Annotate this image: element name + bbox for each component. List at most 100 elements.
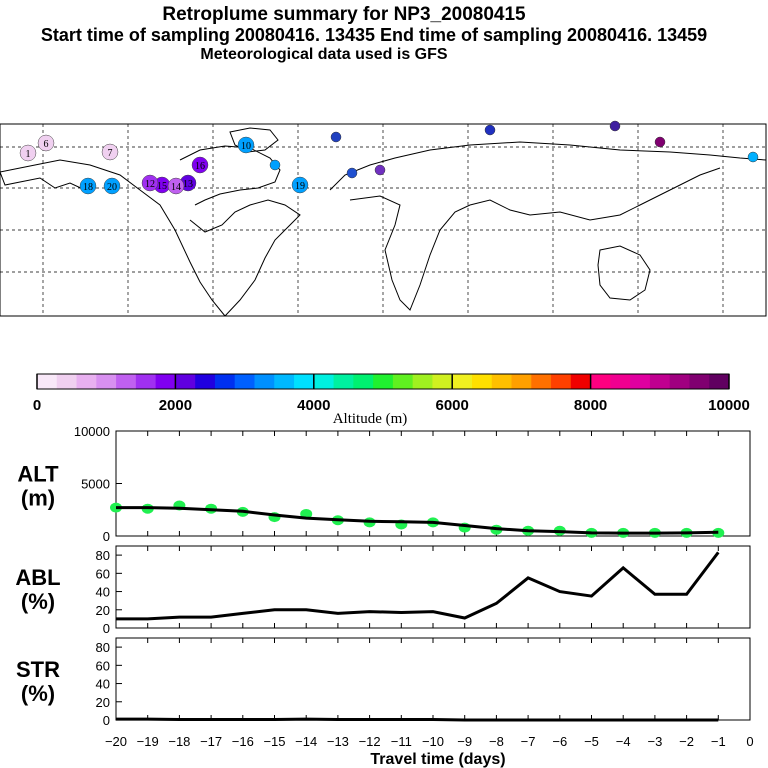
map-graticule bbox=[0, 124, 766, 316]
plume-marker bbox=[346, 167, 358, 179]
colorbar-tick-label: 8000 bbox=[574, 397, 607, 414]
colorbar-segment bbox=[135, 374, 157, 389]
x-tick-label: −4 bbox=[616, 734, 631, 749]
colorbar-label: Altitude (m) bbox=[333, 411, 408, 427]
panel-ylabel-unit: (%) bbox=[21, 681, 55, 706]
colorbar-segment bbox=[234, 374, 255, 389]
panel-ylabel: STR bbox=[16, 657, 60, 682]
plume-marker bbox=[103, 177, 121, 195]
colorbar-segment bbox=[570, 374, 592, 389]
plume-marker-label: 6 bbox=[44, 139, 49, 150]
x-tick-label: −7 bbox=[521, 734, 536, 749]
colorbar-segment bbox=[511, 374, 532, 389]
x-tick-label: −9 bbox=[457, 734, 472, 749]
colorbar-segment bbox=[76, 374, 97, 389]
colorbar-segment bbox=[630, 374, 651, 389]
y-tick-label: 40 bbox=[96, 677, 110, 692]
colorbar-segment bbox=[649, 374, 671, 389]
y-tick-label: 40 bbox=[96, 585, 110, 600]
colorbar-segment bbox=[373, 374, 394, 389]
colorbar-segment bbox=[531, 374, 552, 389]
colorbar-segment bbox=[254, 374, 275, 389]
plume-marker-label: 19 bbox=[295, 181, 305, 192]
plume-marker bbox=[654, 136, 666, 148]
colorbar-segment bbox=[37, 374, 58, 389]
colorbar-segment bbox=[471, 374, 493, 389]
colorbar-segment bbox=[155, 374, 176, 389]
plume-marker-label: 18 bbox=[83, 182, 93, 193]
panel-ylabel-unit: (m) bbox=[21, 486, 55, 511]
colorbar-tick-label: 2000 bbox=[159, 397, 192, 414]
series-line-abl bbox=[116, 551, 720, 621]
colorbar-segment bbox=[709, 374, 730, 389]
series-line-alt bbox=[116, 506, 719, 535]
colorbar-segment bbox=[56, 374, 78, 389]
y-tick-label: 80 bbox=[96, 640, 110, 655]
colorbar-segment bbox=[214, 374, 236, 389]
plume-marker-label: 10 bbox=[241, 141, 251, 152]
colorbar-segment bbox=[551, 374, 572, 389]
colorbar-segment bbox=[669, 374, 690, 389]
y-tick-label: 5000 bbox=[81, 477, 110, 492]
plume-marker-label: 16 bbox=[195, 161, 205, 172]
colorbar-segment bbox=[412, 374, 433, 389]
y-tick-label: 0 bbox=[103, 621, 110, 636]
plume-marker-label: 15 bbox=[157, 181, 167, 192]
x-tick-label: −2 bbox=[679, 734, 694, 749]
plume-marker bbox=[484, 124, 496, 136]
colorbar-segment bbox=[294, 374, 315, 389]
x-tick-label: −8 bbox=[489, 734, 504, 749]
colorbar-segment bbox=[610, 374, 631, 389]
x-tick-label: −17 bbox=[200, 734, 222, 749]
plume-marker bbox=[101, 143, 119, 161]
plume-marker bbox=[237, 136, 255, 154]
x-tick-label: −3 bbox=[647, 734, 662, 749]
y-tick-label: 80 bbox=[96, 548, 110, 563]
colorbar-segment bbox=[452, 374, 473, 389]
x-tick-label: −1 bbox=[711, 734, 726, 749]
panel-ylabel-unit: (%) bbox=[21, 589, 55, 614]
met-data-note: Meteorological data used is GFS bbox=[200, 46, 448, 63]
sampling-times: Start time of sampling 20080416. 13435 E… bbox=[40, 25, 708, 45]
plume-marker bbox=[141, 174, 159, 192]
altitude-colorbar: 0 2000 4000 6000 8000 10000 bbox=[33, 373, 750, 414]
coastlines bbox=[0, 127, 767, 317]
x-tick-label: −13 bbox=[327, 734, 349, 749]
plume-marker bbox=[79, 177, 97, 195]
y-tick-label: 0 bbox=[103, 529, 110, 544]
panel-frame-str bbox=[115, 637, 751, 721]
plume-marker bbox=[747, 151, 759, 163]
plume-marker-label: 20 bbox=[107, 182, 117, 193]
plume-marker-label: 1 bbox=[26, 149, 31, 160]
plume-marker-label: 13 bbox=[183, 179, 193, 190]
x-tick-label: −16 bbox=[232, 734, 254, 749]
plume-marker-label: 12 bbox=[145, 179, 155, 190]
x-tick-label: −18 bbox=[168, 734, 190, 749]
x-tick-label: 0 bbox=[746, 734, 753, 749]
colorbar-segment bbox=[353, 374, 374, 389]
colorbar-tick-label: 0 bbox=[33, 397, 41, 414]
y-tick-label: 20 bbox=[96, 695, 110, 710]
plume-marker bbox=[19, 144, 37, 162]
x-tick-label: −15 bbox=[263, 734, 285, 749]
panel-ylabel: ALT bbox=[17, 462, 59, 487]
colorbar-segment bbox=[175, 374, 196, 389]
y-tick-label: 0 bbox=[103, 713, 110, 728]
colorbar-segment bbox=[333, 374, 354, 389]
colorbar-tick-label: 4000 bbox=[297, 397, 330, 414]
colorbar-segment bbox=[491, 374, 513, 389]
x-tick-label: −14 bbox=[295, 734, 317, 749]
plume-marker bbox=[374, 164, 386, 176]
x-tick-label: −10 bbox=[422, 734, 444, 749]
colorbar-tick-label: 6000 bbox=[436, 397, 469, 414]
y-tick-label: 10000 bbox=[74, 424, 110, 439]
plume-marker bbox=[291, 176, 309, 194]
plume-marker bbox=[191, 156, 209, 174]
colorbar-segment bbox=[274, 374, 295, 389]
plume-marker bbox=[37, 134, 55, 152]
chart-title: Retroplume summary for NP3_20080415 bbox=[162, 4, 526, 25]
colorbar-tick-label: 10000 bbox=[708, 397, 750, 414]
